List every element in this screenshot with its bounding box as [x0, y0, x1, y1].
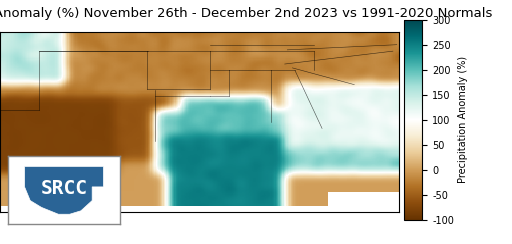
Text: SRCC: SRCC — [40, 179, 88, 198]
Y-axis label: Precipitation Anomaly (%): Precipitation Anomaly (%) — [458, 56, 468, 183]
Polygon shape — [25, 166, 103, 214]
Text: Precipitation Anomaly (%) November 26th - December 2nd 2023 vs 1991-2020 Normals: Precipitation Anomaly (%) November 26th … — [0, 7, 493, 20]
